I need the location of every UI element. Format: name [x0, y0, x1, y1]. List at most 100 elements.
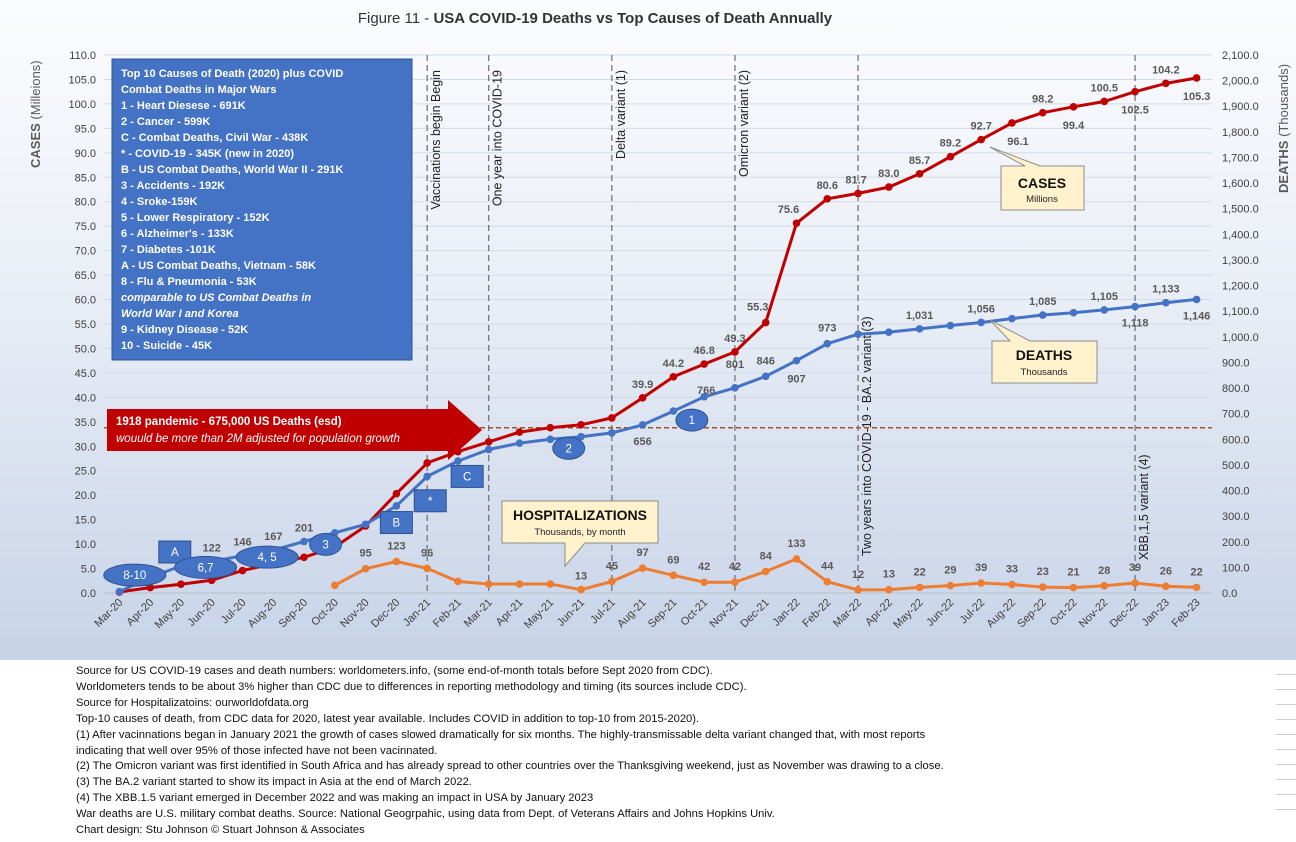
y-right-tick-label: 1,300.0 — [1222, 255, 1259, 267]
y-left-tick-label: 50.0 — [75, 343, 96, 355]
data-label: 1,118 — [1122, 318, 1149, 330]
event-line-label: XBB,1,5 variant (4) — [1137, 454, 1151, 560]
data-point-deaths — [761, 372, 770, 381]
causes-box-item: comparable to US Combat Deaths in — [121, 292, 311, 304]
y-right-tick-label: 600.0 — [1222, 434, 1250, 446]
data-point-hospitalizations — [792, 555, 801, 563]
x-tick-label: Dec-22 — [1108, 597, 1142, 631]
y-right-tick-label: 700.0 — [1222, 409, 1250, 421]
data-label: 81.7 — [845, 174, 866, 186]
marker-oval — [552, 436, 586, 460]
data-point-cases — [669, 373, 678, 381]
data-point-deaths — [1162, 298, 1170, 307]
note-line: (2) The Omicron variant was first identi… — [76, 760, 944, 773]
y-left-tick-label: 70.0 — [75, 246, 96, 258]
marker-oval — [235, 545, 299, 569]
data-point-cases — [731, 348, 739, 356]
legend-cases-subtitle: Millions — [1026, 194, 1058, 205]
data-point-hospitalizations — [1038, 583, 1047, 591]
x-tick-label: Jul-20 — [219, 597, 249, 627]
data-point-hospitalizations — [731, 578, 739, 587]
data-point-deaths — [638, 421, 647, 429]
y-right-tick-label: 1,500.0 — [1222, 204, 1259, 216]
y-right-tick-label: 1,700.0 — [1222, 152, 1259, 164]
marker-oval — [309, 532, 343, 556]
series-line-cases — [119, 76, 1197, 594]
x-tick-label: Oct-21 — [678, 597, 710, 629]
y-left-tick-label: 40.0 — [75, 392, 96, 404]
data-point-hospitalizations — [700, 578, 708, 587]
data-point-hospitalizations — [577, 585, 585, 594]
marker-square — [413, 489, 447, 513]
event-line-label: Omicron variant (2) — [737, 70, 751, 177]
note-line: War deaths are U.S. military combat deat… — [76, 808, 775, 821]
legend-box-cases — [989, 146, 1085, 211]
y-right-tick-label: 200.0 — [1222, 537, 1250, 549]
data-point-cases — [484, 438, 493, 446]
data-label: 123 — [387, 540, 405, 552]
y-left-tick-label: 75.0 — [75, 221, 96, 233]
data-label: 42 — [729, 561, 741, 573]
y-right-tick-label: 900.0 — [1222, 357, 1250, 369]
data-point-deaths — [484, 445, 493, 454]
note-line: Top-10 causes of death, from CDC data fo… — [76, 712, 700, 725]
y-left-tick-label: 45.0 — [75, 368, 96, 380]
data-point-cases — [915, 170, 924, 178]
y-right-tick-label: 800.0 — [1222, 383, 1250, 395]
data-label: 23 — [1037, 566, 1049, 578]
marker-label: C — [463, 471, 471, 483]
causes-box-item: 10 - Suicide - 45K — [121, 340, 212, 352]
data-point-deaths — [1038, 311, 1047, 319]
pandemic-banner-line2: wouuld be more than 2M adjusted for popu… — [116, 433, 400, 445]
data-label: 46.8 — [693, 345, 714, 357]
y-right-title-main: DEATHS — [1276, 140, 1291, 193]
note-line: Chart design: Stu Johnson © Stuart Johns… — [76, 824, 365, 837]
data-label: 98.2 — [1032, 94, 1053, 106]
causes-box-item: 1 - Heart Diesese - 691K — [121, 100, 246, 112]
marker-oval — [103, 563, 167, 587]
legend-box-hospitalizations — [501, 500, 659, 568]
data-label: 69 — [667, 554, 679, 566]
note-line: indicating that well over 95% of those i… — [76, 744, 438, 757]
legend-box-deaths — [989, 319, 1098, 384]
data-label: 105.3 — [1183, 91, 1211, 103]
marker-label: 2 — [566, 443, 572, 455]
data-label: 22 — [913, 566, 925, 578]
y-left-tick-label: 15.0 — [75, 515, 96, 527]
data-label: 28 — [1098, 565, 1110, 577]
y-right-title-unit: (Thousands) — [1276, 64, 1291, 141]
data-label: 49.3 — [724, 333, 745, 345]
x-tick-label: Nov-20 — [338, 597, 372, 631]
series-line-deaths — [118, 297, 1197, 594]
data-label: 96.1 — [1007, 136, 1028, 148]
y-right-tick-label: 500.0 — [1222, 460, 1250, 472]
y-left-tick-label: 55.0 — [75, 319, 96, 331]
data-label: 26 — [1160, 565, 1172, 577]
y-right-tick-label: 1,800.0 — [1222, 127, 1259, 139]
x-tick-label: Mar-21 — [462, 597, 495, 630]
chart-area: 0.0 5.0 10.0 15.0 20.0 25.0 30.0 35.0 40.0 45.0 50… — [0, 0, 1296, 660]
pandemic-banner-line1: 1918 pandemic - 675,000 US Deaths (esd) — [116, 416, 342, 428]
data-label: 146 — [233, 537, 251, 549]
data-point-hospitalizations — [423, 564, 431, 573]
data-point-deaths — [577, 432, 585, 441]
causes-box-item: 6 - Alzheimer's - 133K — [121, 228, 234, 240]
note-line: Source for Hospitalizatoins: ourworldofd… — [76, 696, 309, 709]
data-label: 22 — [1190, 566, 1202, 578]
data-label: 1,085 — [1029, 296, 1057, 308]
data-point-hospitalizations — [608, 577, 616, 586]
x-tick-label: Nov-21 — [708, 597, 742, 631]
data-label: 55.3 — [747, 302, 768, 314]
data-label: 100.5 — [1091, 82, 1119, 94]
data-point-deaths — [392, 502, 401, 510]
data-point-deaths — [854, 330, 862, 339]
x-tick-label: Apr-22 — [863, 597, 895, 629]
x-tick-label: Dec-20 — [369, 597, 403, 631]
data-point-cases — [515, 428, 524, 436]
y-left-tick-label: 110.0 — [69, 50, 96, 62]
marker-label: * — [428, 496, 433, 508]
data-label: 13 — [575, 571, 587, 583]
data-point-hospitalizations — [977, 579, 985, 587]
y-right-tick-label: 1,900.0 — [1222, 101, 1259, 113]
data-point-hospitalizations — [946, 581, 955, 590]
